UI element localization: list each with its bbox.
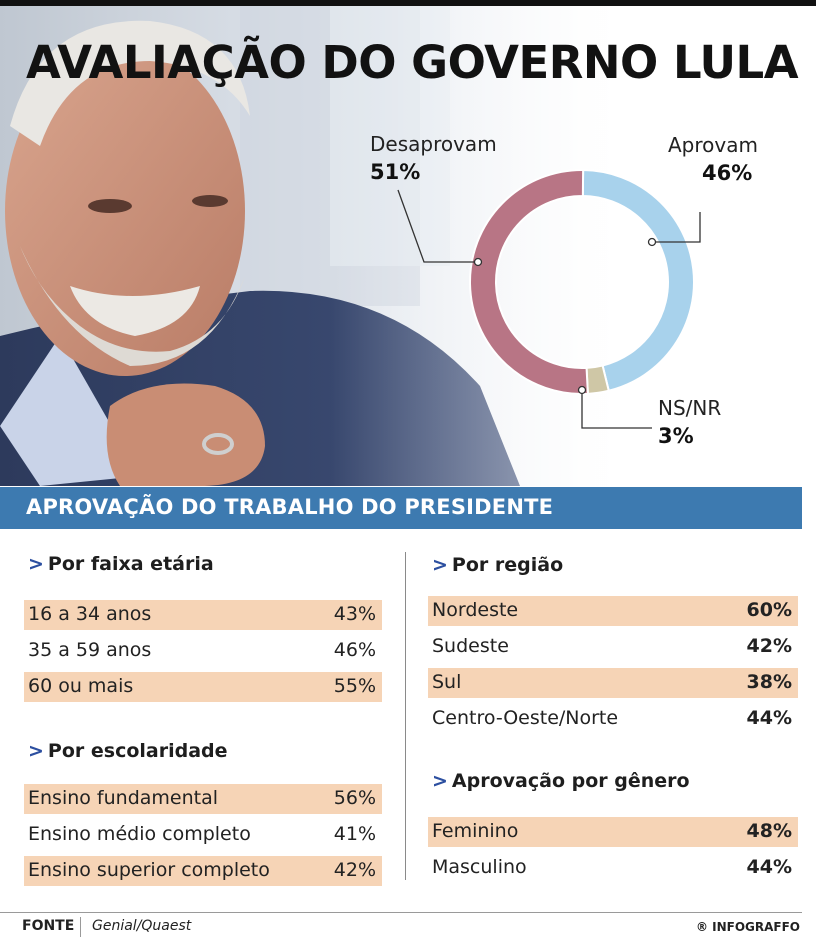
table-row: Sudeste 42%	[428, 632, 798, 662]
hero-photo	[0, 6, 816, 486]
chevron-right-icon: >	[28, 553, 44, 575]
table-row: Masculino 44%	[428, 853, 798, 883]
footer-rule	[0, 912, 802, 913]
portrait-illustration	[0, 6, 816, 486]
group-heading-faixa-etaria: > Por faixa etária	[28, 553, 214, 575]
donut-value-aprovam: 46%	[702, 161, 753, 185]
donut-label-nsnr: NS/NR	[658, 396, 722, 420]
row-value: 38%	[746, 671, 792, 693]
row-label: Feminino	[432, 820, 519, 842]
leader-line-nsnr-dot	[577, 385, 587, 395]
row-value: 60%	[746, 599, 792, 621]
donut-value-desaprovam: 51%	[370, 160, 421, 184]
leader-line-aprovam	[652, 212, 701, 243]
row-value: 48%	[746, 820, 792, 842]
group-heading-genero: > Aprovação por gênero	[432, 770, 690, 792]
table-row: Feminino 48%	[428, 817, 798, 847]
row-value: 41%	[333, 823, 376, 845]
footer-separator	[80, 917, 81, 937]
chevron-right-icon: >	[432, 554, 448, 576]
column-divider	[405, 552, 406, 880]
row-label: 16 a 34 anos	[28, 603, 152, 625]
group-title: Por faixa etária	[47, 553, 214, 575]
headline: AVALIAÇÃO DO GOVERNO LULA	[26, 36, 799, 89]
row-label: 60 ou mais	[28, 675, 134, 697]
row-value: 55%	[333, 675, 376, 697]
row-value: 42%	[746, 635, 792, 657]
row-value: 46%	[333, 639, 376, 661]
row-label: Ensino fundamental	[28, 787, 219, 809]
group-heading-regiao: > Por região	[432, 554, 563, 576]
section-title-bar: APROVAÇÃO DO TRABALHO DO PRESIDENTE	[0, 487, 802, 529]
row-label: Sul	[432, 671, 462, 693]
group-title: Por escolaridade	[47, 740, 228, 762]
donut-label-aprovam: Aprovam	[668, 133, 758, 157]
row-label: Ensino médio completo	[28, 823, 251, 845]
row-value: 56%	[333, 787, 376, 809]
row-value: 43%	[333, 603, 376, 625]
donut-slice-aprovam	[581, 168, 695, 392]
chevron-right-icon: >	[432, 770, 448, 792]
table-row: Centro-Oeste/Norte 44%	[428, 704, 798, 734]
table-row: 35 a 59 anos 46%	[24, 636, 382, 666]
source-value: Genial/Quaest	[92, 918, 192, 934]
row-value: 44%	[746, 707, 792, 729]
leader-line-desaprovam	[397, 189, 478, 263]
chevron-right-icon: >	[28, 740, 44, 762]
table-row: Ensino médio completo 41%	[24, 820, 382, 850]
table-row: 16 a 34 anos 43%	[24, 600, 382, 630]
leader-line-desaprovam-dot	[473, 257, 483, 267]
table-row: Nordeste 60%	[428, 596, 798, 626]
leader-line-nsnr	[581, 390, 652, 429]
row-label: Sudeste	[432, 635, 509, 657]
row-label: 35 a 59 anos	[28, 639, 152, 661]
source-label: FONTE	[22, 918, 75, 934]
row-label: Centro-Oeste/Norte	[432, 707, 619, 729]
approval-donut-chart	[397, 168, 701, 429]
row-value: 42%	[333, 859, 376, 881]
row-label: Ensino superior completo	[28, 859, 270, 881]
group-heading-escolaridade: > Por escolaridade	[28, 740, 228, 762]
donut-slice-desaprovam	[469, 169, 589, 395]
donut-value-nsnr: 3%	[658, 424, 694, 448]
group-title: Aprovação por gênero	[451, 770, 690, 792]
table-row: Ensino fundamental 56%	[24, 784, 382, 814]
table-row: Sul 38%	[428, 668, 798, 698]
row-value: 44%	[746, 856, 792, 878]
row-label: Masculino	[432, 856, 527, 878]
donut-label-desaprovam: Desaprovam	[370, 132, 497, 156]
top-rule	[0, 0, 816, 6]
table-row: 60 ou mais 55%	[24, 672, 382, 702]
leader-line-aprovam-dot	[647, 237, 657, 247]
infograffo-logo: ® INFOGRAFFO	[695, 920, 800, 934]
group-title: Por região	[451, 554, 564, 576]
row-label: Nordeste	[432, 599, 519, 621]
table-row: Ensino superior completo 42%	[24, 856, 382, 886]
